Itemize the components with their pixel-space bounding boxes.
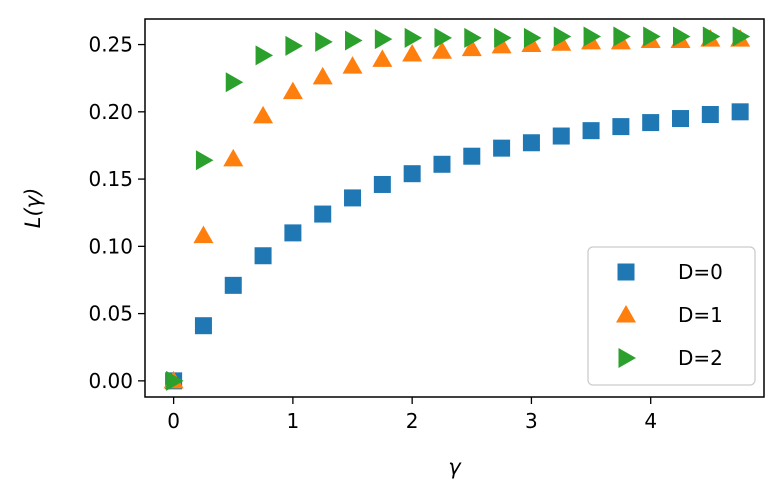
data-point — [463, 147, 481, 165]
data-point — [373, 175, 391, 193]
data-point — [613, 26, 631, 47]
data-point — [673, 26, 691, 47]
legend-item: D=0 — [617, 260, 723, 284]
data-point — [193, 225, 214, 244]
plot-marks — [163, 26, 751, 391]
legend-item: D=1 — [616, 303, 723, 327]
x-axis-label: γ — [448, 455, 462, 479]
legend-label: D=2 — [678, 346, 723, 370]
data-point — [166, 370, 184, 391]
data-point — [493, 139, 511, 157]
data-point — [255, 45, 274, 66]
data-point — [702, 26, 721, 47]
x-tick-label: 0 — [167, 409, 180, 433]
data-point — [315, 31, 333, 52]
x-axis: 0 1 2 3 4 — [167, 397, 657, 433]
legend-marker — [616, 305, 636, 323]
data-point — [254, 247, 272, 265]
y-axis-label: L(γ) — [21, 188, 45, 229]
data-point — [345, 30, 363, 51]
y-tick-label: 0.10 — [88, 234, 133, 258]
data-point — [195, 150, 214, 171]
data-point — [372, 49, 393, 67]
data-point — [731, 103, 749, 121]
data-point — [552, 127, 570, 145]
data-point — [583, 26, 602, 47]
legend: D=0 D=1 D=2 — [587, 246, 756, 386]
data-point — [434, 27, 452, 48]
series-d-2 — [166, 26, 751, 391]
x-tick-label: 4 — [644, 409, 657, 433]
data-point — [403, 165, 421, 183]
legend-label: D=0 — [678, 260, 723, 284]
data-point — [314, 205, 332, 223]
data-point — [612, 118, 630, 136]
data-point — [342, 56, 363, 74]
y-tick-label: 0.05 — [88, 302, 133, 326]
data-point — [285, 35, 303, 56]
y-tick-label: 0.25 — [88, 33, 133, 57]
data-point — [701, 106, 719, 124]
data-point — [223, 148, 244, 167]
series-d-0 — [165, 103, 749, 390]
plot-frame — [144, 18, 765, 398]
legend-marker — [617, 263, 635, 281]
data-point — [402, 43, 423, 62]
data-point — [642, 114, 660, 132]
data-point — [732, 26, 751, 47]
x-tick-label: 2 — [406, 409, 419, 433]
data-point — [404, 27, 423, 48]
data-point — [491, 35, 512, 54]
data-point — [672, 110, 690, 128]
data-point — [553, 26, 572, 47]
legend-item: D=2 — [618, 346, 723, 370]
data-point — [523, 27, 542, 48]
data-point — [224, 276, 242, 294]
data-point — [464, 27, 482, 48]
data-point — [225, 72, 244, 93]
data-point — [643, 26, 661, 47]
data-point — [374, 29, 393, 50]
data-point — [344, 189, 362, 207]
data-point — [194, 317, 212, 335]
data-point — [522, 134, 540, 152]
y-axis: 0.00 0.05 0.10 0.15 0.20 0.25 — [88, 33, 145, 393]
data-point — [433, 155, 451, 173]
data-point — [494, 27, 512, 48]
x-tick-label: 1 — [287, 409, 300, 433]
data-point — [284, 224, 302, 242]
legend-marker — [618, 348, 636, 368]
data-point — [431, 41, 452, 59]
legend-label: D=1 — [678, 303, 723, 327]
x-tick-label: 3 — [525, 409, 538, 433]
data-point — [582, 122, 600, 140]
legend-box — [587, 246, 756, 386]
y-tick-label: 0.00 — [88, 369, 133, 393]
data-point — [461, 38, 482, 57]
data-point — [312, 66, 333, 85]
data-point — [282, 81, 303, 100]
y-tick-label: 0.15 — [88, 167, 133, 191]
y-tick-label: 0.20 — [88, 100, 133, 124]
data-point — [253, 105, 274, 124]
